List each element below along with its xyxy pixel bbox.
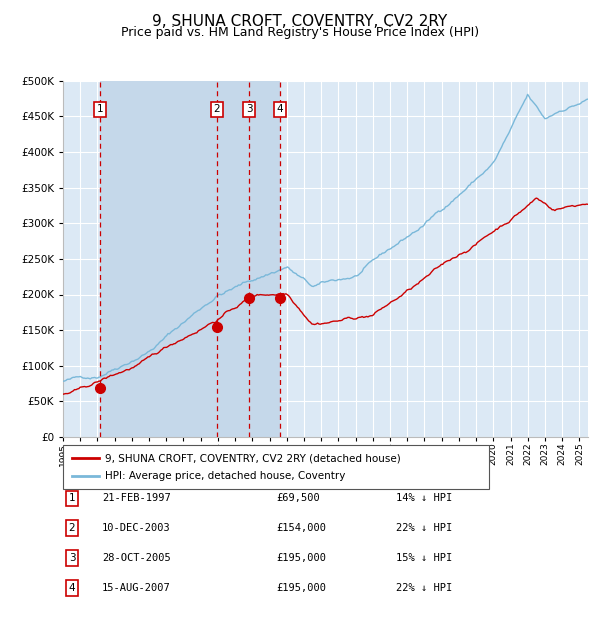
Text: £195,000: £195,000 <box>276 553 326 563</box>
Text: 10-DEC-2003: 10-DEC-2003 <box>102 523 171 533</box>
Text: 1: 1 <box>68 494 76 503</box>
Text: 22% ↓ HPI: 22% ↓ HPI <box>396 583 452 593</box>
Text: 15% ↓ HPI: 15% ↓ HPI <box>396 553 452 563</box>
Text: £69,500: £69,500 <box>276 494 320 503</box>
Text: 3: 3 <box>68 553 76 563</box>
Text: 4: 4 <box>68 583 76 593</box>
Text: 2: 2 <box>68 523 76 533</box>
Text: Price paid vs. HM Land Registry's House Price Index (HPI): Price paid vs. HM Land Registry's House … <box>121 26 479 39</box>
Text: 28-OCT-2005: 28-OCT-2005 <box>102 553 171 563</box>
Text: 22% ↓ HPI: 22% ↓ HPI <box>396 523 452 533</box>
Text: 3: 3 <box>246 104 253 114</box>
Text: £195,000: £195,000 <box>276 583 326 593</box>
Text: 9, SHUNA CROFT, COVENTRY, CV2 2RY (detached house): 9, SHUNA CROFT, COVENTRY, CV2 2RY (detac… <box>105 453 401 463</box>
Text: 14% ↓ HPI: 14% ↓ HPI <box>396 494 452 503</box>
Text: 4: 4 <box>277 104 284 114</box>
Text: 21-FEB-1997: 21-FEB-1997 <box>102 494 171 503</box>
Text: 2: 2 <box>214 104 220 114</box>
Bar <box>100 81 280 437</box>
Text: 15-AUG-2007: 15-AUG-2007 <box>102 583 171 593</box>
Text: 9, SHUNA CROFT, COVENTRY, CV2 2RY: 9, SHUNA CROFT, COVENTRY, CV2 2RY <box>152 14 448 29</box>
Text: HPI: Average price, detached house, Coventry: HPI: Average price, detached house, Cove… <box>105 471 346 480</box>
Text: £154,000: £154,000 <box>276 523 326 533</box>
Text: 1: 1 <box>97 104 103 114</box>
